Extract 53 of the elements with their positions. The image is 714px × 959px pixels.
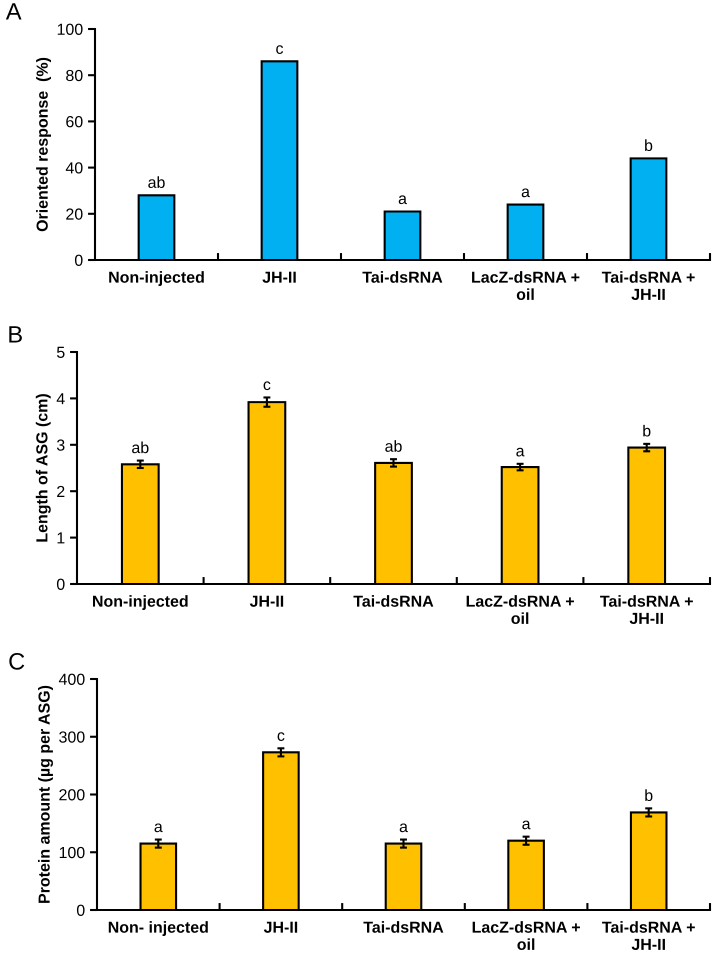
annotation: a	[516, 448, 525, 456]
annotation: c	[264, 381, 270, 390]
y-tick-label: 5	[56, 346, 65, 358]
annotation: b	[645, 139, 652, 152]
annotation: b	[645, 789, 652, 802]
annotation: a	[154, 823, 163, 832]
y-tick-label: 40	[66, 162, 83, 174]
x-tick-label: Non-injected	[109, 271, 204, 286]
y-tick-label: 0	[74, 254, 83, 266]
y-tick-label: 3	[56, 439, 64, 451]
annotation: a	[522, 188, 530, 198]
x-tick-label: Tai-dsRNA	[353, 595, 434, 607]
y-axis-title: Length of ASG (cm)	[36, 394, 51, 542]
annotation: ab	[385, 440, 402, 452]
x-tick-label: JH-II	[264, 922, 298, 933]
x-tick-label: Tai-dsRNA	[363, 921, 444, 933]
chart-title: B	[9, 326, 22, 342]
x-tick-label: Tai-dsRNA + JH-II	[602, 271, 695, 300]
y-tick-label: 100	[58, 24, 83, 35]
x-tick-label: JH-II	[250, 596, 284, 607]
y-tick-label: 2	[57, 486, 64, 497]
x-tick-label: JH-II	[262, 272, 296, 283]
y-tick-label: 1	[58, 532, 64, 544]
annotation: ab	[148, 176, 165, 188]
x-tick-label: Non-injected	[93, 595, 188, 610]
x-tick-label: LacZ-dsRNA + oil	[472, 921, 580, 950]
annotation: a	[522, 820, 531, 830]
y-tick-label: 80	[66, 70, 83, 82]
annotation: b	[643, 424, 650, 437]
y-tick-label: 200	[59, 789, 85, 800]
x-tick-label: Non- injected	[108, 921, 208, 936]
y-tick-label: 60	[66, 116, 83, 128]
y-tick-label: 0	[56, 578, 65, 590]
annotation: ab	[132, 442, 149, 454]
chart-title: A	[6, 3, 22, 20]
x-tick-label: LacZ-dsRNA + oil	[466, 595, 574, 624]
annotation: a	[398, 195, 407, 204]
y-tick-label: 300	[59, 731, 85, 743]
x-tick-label: Tai-dsRNA + JH-II	[600, 595, 693, 624]
x-tick-label: Tai-dsRNA + JH-II	[602, 921, 695, 950]
x-tick-label: LacZ-dsRNA + oil	[472, 271, 580, 300]
y-tick-label: 400	[58, 674, 85, 685]
annotation: a	[400, 823, 408, 832]
y-axis-title: Protein amount (µg per ASG)	[38, 686, 53, 903]
y-tick-label: 20	[66, 208, 83, 220]
y-axis-title: Oriented response (%)	[36, 58, 51, 232]
x-tick-label: Tai-dsRNA	[362, 271, 442, 283]
y-tick-label: 0	[76, 904, 85, 916]
y-tick-label: 100	[60, 846, 85, 858]
annotation: c	[278, 732, 284, 741]
annotation: c	[276, 45, 284, 54]
chart-title: C	[9, 652, 24, 670]
y-tick-label: 4	[56, 393, 65, 404]
